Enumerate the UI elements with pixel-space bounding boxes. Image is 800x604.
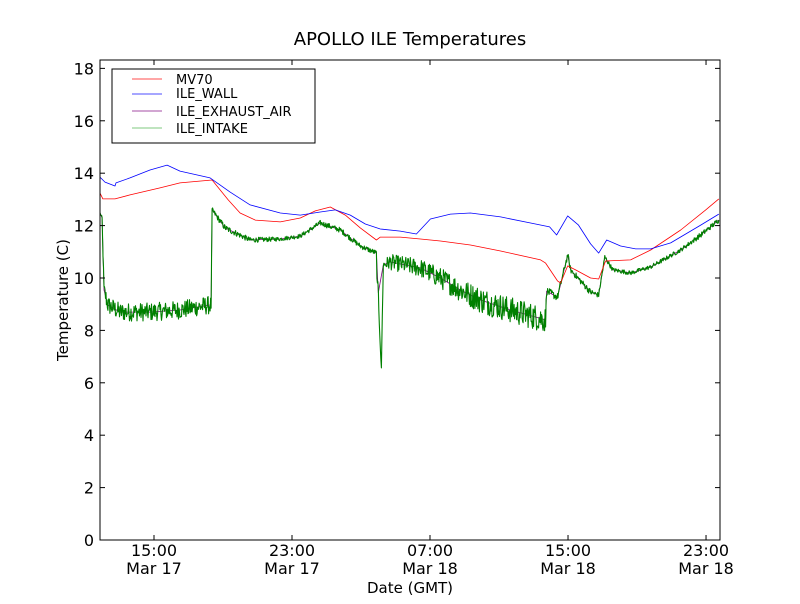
y-tick-label: 2 [84, 479, 94, 498]
legend-label-mv70: MV70 [176, 73, 213, 88]
y-tick-label: 18 [74, 59, 94, 78]
y-tick-label: 4 [84, 426, 94, 445]
x-tick-label-time: 23:00 [269, 541, 315, 560]
x-tick-label-date: Mar 18 [540, 559, 596, 578]
y-tick-label: 6 [84, 374, 94, 393]
series-line-mv70 [99, 179, 720, 284]
legend-label-ile-wall: ILE_WALL [176, 87, 238, 102]
y-axis-label: Temperature (C) [54, 239, 72, 362]
x-tick-label-time: 23:00 [683, 541, 729, 560]
series-line-ile-intake [99, 207, 720, 369]
y-tick-label: 14 [74, 164, 94, 183]
x-tick-label-time: 15:00 [131, 541, 177, 560]
x-tick-label-date: Mar 18 [402, 559, 458, 578]
x-axis-label: Date (GMT) [367, 579, 453, 597]
y-tick-label: 10 [74, 269, 94, 288]
legend: MV70 ILE_WALL ILE_EXHAUST_AIR ILE_INTAKE [111, 68, 316, 144]
series-line-ile-wall [99, 164, 720, 254]
x-tick-label-date: Mar 18 [678, 559, 734, 578]
x-tick-label-date: Mar 17 [126, 559, 182, 578]
chart-title: APOLLO ILE Temperatures [294, 29, 526, 50]
y-tick-label: 0 [84, 531, 94, 550]
legend-label-ile-exhaust-air: ILE_EXHAUST_AIR [176, 105, 292, 120]
plot-frame [99, 59, 721, 541]
y-tick-label: 16 [74, 112, 94, 131]
legend-label-ile-intake: ILE_INTAKE [176, 122, 248, 137]
y-tick-label: 8 [84, 321, 94, 340]
x-tick-label-date: Mar 17 [264, 559, 320, 578]
y-tick-label: 12 [74, 217, 94, 236]
series-layer [99, 164, 720, 369]
x-tick-label-time: 07:00 [407, 541, 453, 560]
x-tick-label-time: 15:00 [545, 541, 591, 560]
